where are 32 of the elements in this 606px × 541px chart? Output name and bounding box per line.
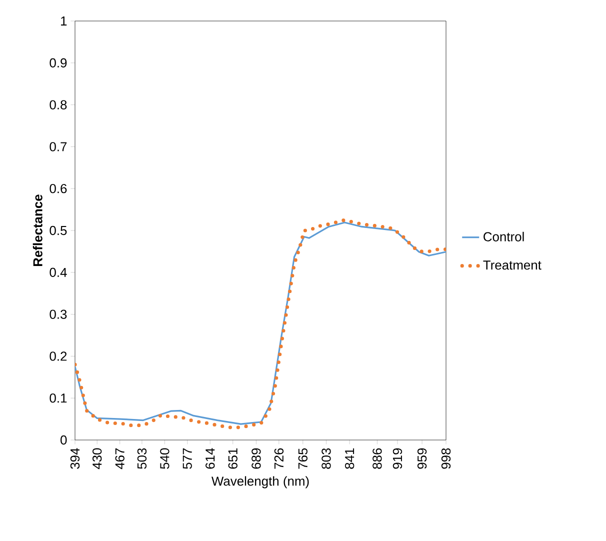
x-tick-label: 430: [92, 448, 102, 470]
x-tick-label: 689: [252, 448, 261, 469]
x-tick-label: 577: [182, 448, 192, 469]
x-tick-label: 919: [392, 448, 402, 469]
y-tick-label: 0.4: [50, 268, 67, 277]
x-tick-label: 998: [441, 448, 451, 469]
y-tick-label: 0.6: [50, 184, 67, 194]
x-tick-label: 726: [274, 448, 284, 469]
y-tick-label: 0.7: [50, 142, 67, 152]
y-tick-label: 0.2: [50, 352, 67, 361]
x-tick-label: 765: [298, 448, 308, 469]
x-axis-title: Wavelength (nm): [212, 476, 309, 488]
y-tick-label: 0: [60, 435, 67, 445]
y-tick-label: 0.3: [50, 310, 67, 319]
x-tick-label: 841: [344, 448, 354, 469]
y-axis-title: Reflectance: [32, 194, 42, 266]
x-tick-label: 651: [228, 448, 238, 469]
y-tick-label: 0.5: [50, 226, 67, 236]
x-tick-label: 803: [322, 448, 331, 469]
x-tick-label: 467: [115, 448, 124, 470]
y-tick-label: 0.9: [50, 58, 67, 68]
x-tick-label: 540: [160, 448, 170, 469]
x-tick-label: 503: [137, 448, 147, 469]
x-tick-label: 886: [372, 448, 382, 469]
x-tick-label: 394: [70, 448, 80, 469]
x-tick-label: 614: [206, 448, 215, 469]
y-tick-label: 0.1: [50, 394, 67, 403]
y-tick-label: 1: [61, 16, 67, 26]
y-tick-label: 0.8: [50, 100, 67, 110]
legend-label: Treatment: [483, 260, 542, 270]
legend-label: Control: [484, 232, 524, 242]
x-tick-label: 959: [417, 448, 427, 469]
